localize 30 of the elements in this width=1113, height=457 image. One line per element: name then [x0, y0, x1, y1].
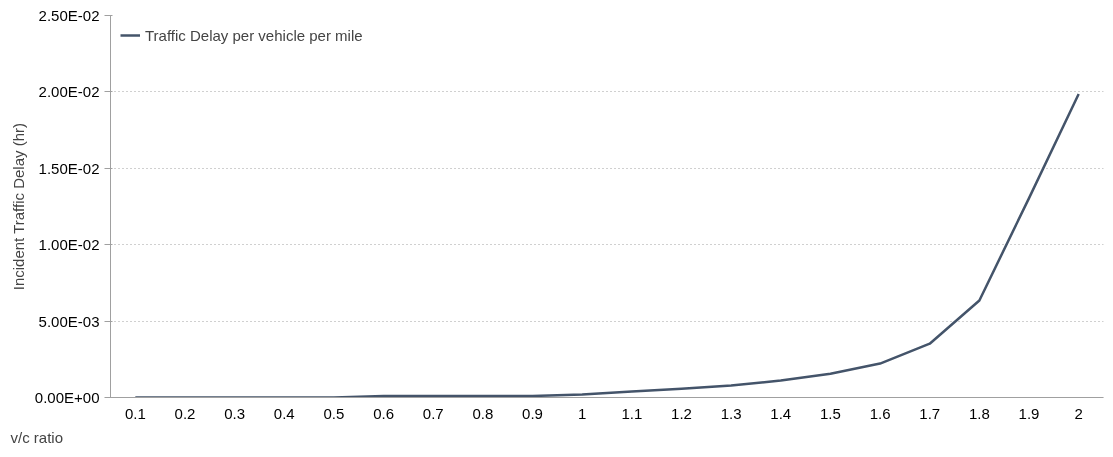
x-tick-label: 1.3 [720, 404, 742, 422]
y-tick-label: 1.00E-02 [38, 236, 100, 254]
x-tick-label: 0.1 [124, 404, 146, 422]
x-tick-label: 1.6 [869, 404, 891, 422]
y-tick-label: 5.00E-03 [38, 312, 100, 330]
y-axis-title: Incident Traffic Delay (hr) [9, 122, 27, 291]
y-tick-label: 2.00E-02 [38, 83, 100, 101]
x-tick-label: 1.1 [621, 404, 643, 422]
legend-label: Traffic Delay per vehicle per mile [145, 26, 363, 44]
x-tick-label: 0.3 [224, 404, 246, 422]
x-tick-label: 1.8 [968, 404, 990, 422]
x-tick-label: 1.2 [671, 404, 692, 422]
x-tick-label: 1.4 [770, 404, 792, 422]
x-tick-label: 1.5 [820, 404, 841, 422]
x-tick-label: 0.9 [522, 404, 543, 422]
x-axis-title: v/c ratio [10, 428, 64, 446]
x-tick-label: 1.7 [919, 404, 941, 422]
x-tick-label: 0.5 [323, 404, 345, 422]
x-tick-label: 2 [1074, 404, 1083, 422]
x-tick-label: 0.6 [373, 404, 395, 422]
x-tick-label: 1.9 [1018, 404, 1040, 422]
x-tick-label: 0.7 [422, 404, 444, 422]
y-tick-label: 0.00E+00 [34, 389, 100, 406]
x-tick-label: 1 [578, 404, 587, 422]
x-tick-label: 0.4 [273, 404, 295, 422]
line-series [134, 92, 1080, 398]
x-tick-label: 0.2 [174, 404, 196, 422]
x-tick-label: 0.8 [472, 404, 494, 422]
y-tick-label: 1.50E-02 [38, 159, 100, 177]
y-tick-label: 2.50E-02 [38, 7, 100, 24]
